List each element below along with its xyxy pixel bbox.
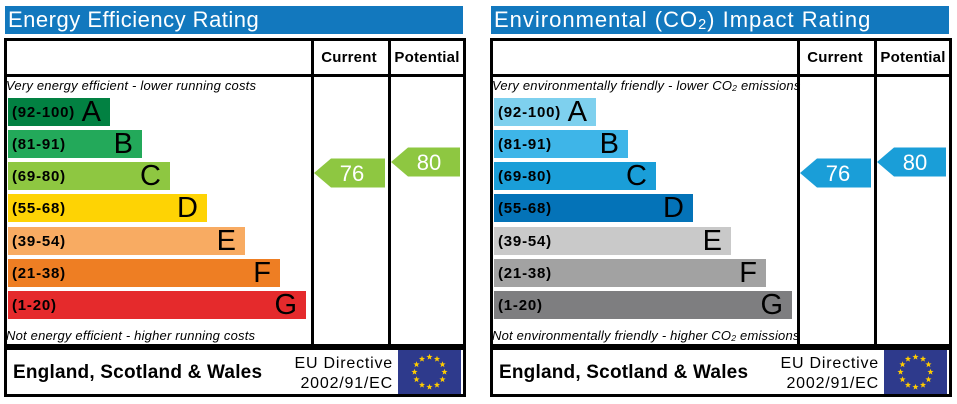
svg-text:76: 76 bbox=[826, 161, 850, 186]
svg-text:80: 80 bbox=[903, 150, 927, 175]
svg-text:80: 80 bbox=[417, 150, 441, 175]
svg-text:76: 76 bbox=[340, 161, 364, 186]
